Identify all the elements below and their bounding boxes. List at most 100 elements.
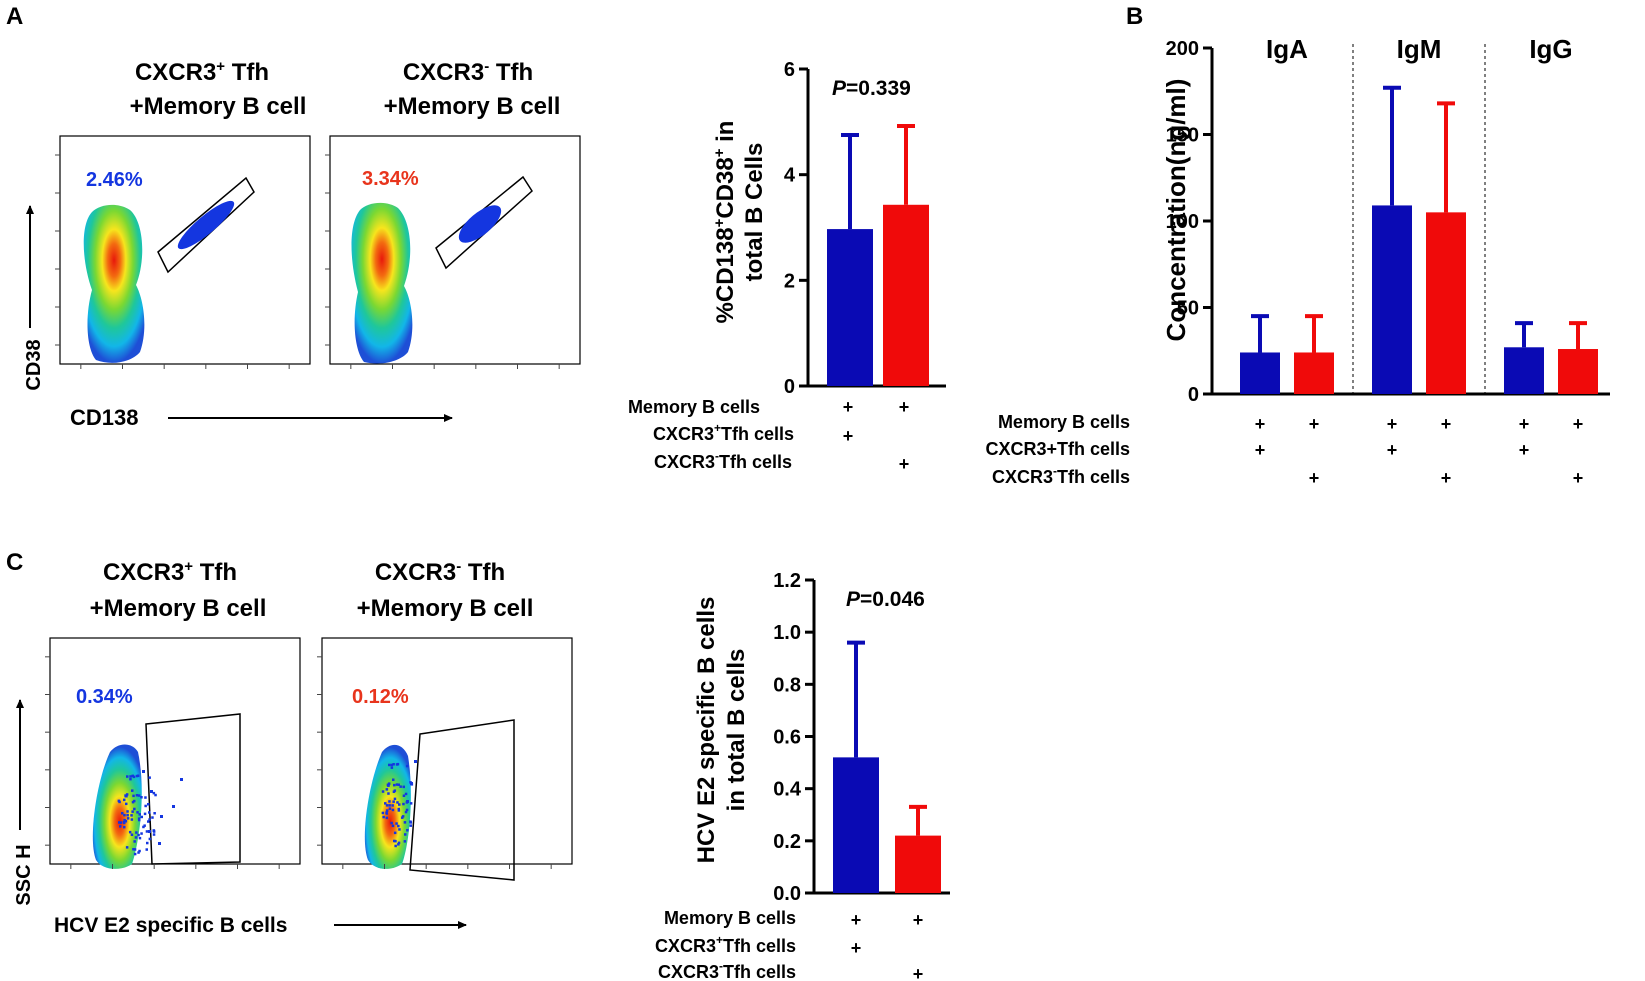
panel-a-cond-row2-prefix: CXCR3 [653,424,714,444]
panel-c-plot1-event-40 [133,807,136,811]
panel-a-ylabel-sup2: + [711,148,728,157]
panel-c-plus-r1c1: + [851,910,862,930]
panel-a-plot2-title-suffix: Tfh [489,59,533,86]
panel-c-plot2-event-19 [404,833,407,836]
panel-c-letter: C [6,549,23,576]
panel-a-cond-row2: CXCR3+Tfh cells [653,421,794,444]
panel-c-plot1-event-36 [133,848,137,851]
panel-c-plot2-outlier-1 [410,782,413,785]
panel-c-plot1-event-34 [135,831,138,834]
panel-c-plot2-event-44 [394,844,397,848]
panel-b-plus-iga-r1c1: + [1255,414,1266,434]
panel-a-ylabel-mid: CD38 [712,157,739,218]
panel-c-plot1-event-77 [151,816,154,819]
panel-c-plot2-event-26 [401,816,404,819]
panel-c-plot2-event-51 [402,785,405,789]
panel-c-bar-1 [833,757,879,893]
panel-c-plot2-event-21 [409,821,412,824]
panel-b-plus-iga-r3c2: + [1309,468,1320,488]
panel-b-group-label-igg: IgG [1529,34,1572,64]
panel-a-chart-ytick-label-3: 6 [784,59,795,81]
panel-c-plot1-event-14 [123,825,126,829]
panel-c-plot1-event-24 [125,793,129,796]
panel-b-plus-igg-r3c2: + [1573,468,1584,488]
panel-a-y-axis-label: CD38 [23,339,45,390]
panel-c-plot1-event-12 [145,830,149,833]
panel-b-plus-iga-r2c1: + [1255,440,1266,460]
panel-c-flow-plot-2-gate [409,719,515,881]
panel-c-plot1-event-60 [131,810,134,813]
panel-c-plot2-event-32 [382,815,385,819]
panel-c-cond-row3-sup: - [719,959,723,973]
panel-c-chart-ytick-label-2: 0.4 [773,779,802,801]
panel-c-plot2-event-37 [405,764,409,768]
panel-c-plot1-event-23 [126,813,129,817]
panel-c-plot1-event-62 [147,820,150,823]
panel-c-plot1-outlier-0 [150,790,153,793]
panel-c-plot2-event-29 [390,766,394,769]
panel-c-plot1-event-16 [145,848,148,851]
panel-a-p-annotation: P=0.339 [832,77,911,100]
panel-b-bar-chart: 0 50 100 150 200 IgA IgM IgG [1166,34,1610,406]
panel-b-chart-ytick-label-3: 150 [1166,125,1199,147]
panel-c-plot1-event-13 [144,804,147,808]
panel-c-plot2-event-16 [403,840,407,843]
panel-c-plot2-event-35 [395,783,399,786]
panel-c-plot2-event-31 [385,812,389,815]
panel-a-cond-row3-sup: - [715,449,719,463]
panel-c-plot2-event-8 [393,783,396,787]
panel-c-flow-plot-2-population [364,744,411,869]
panel-c-plot1-event-17 [126,817,130,820]
panel-b-plus-igm-r1c2: + [1441,414,1452,434]
panel-c-plot2-event-42 [398,828,401,831]
panel-c-plot1-event-15 [131,789,134,792]
panel-c-plot1-event-10 [138,818,141,822]
panel-c-plot1-event-78 [124,820,128,823]
panel-c-plot2-event-55 [397,841,401,845]
panel-b-plus-igm-r3c2: + [1441,468,1452,488]
panel-a-cond-row3-suffix: Tfh cells [719,452,792,472]
panel-a-flow-plot-2-gated-cells [458,205,502,243]
panel-c-plot2-event-53 [392,763,395,766]
panel-a-flow-plot-1: 2.46% [59,135,311,365]
panel-b-plus-igm-r1c1: + [1387,414,1398,434]
panel-a-plus-r2c1: + [843,426,854,446]
panel-a-flow-ticks [55,154,560,369]
panel-c-plot2-event-47 [409,824,412,827]
panel-a-plot2-title: CXCR3- Tfh [403,58,533,86]
panel-c-plot1-event-64 [137,794,141,797]
panel-b-chart-ytick-label-0: 0 [1188,384,1199,406]
panel-c-plot2-title: CXCR3- Tfh [375,558,505,586]
panel-c-cond-row3-prefix: CXCR3 [658,962,719,981]
panel-c-plot1-event-27 [130,814,133,817]
panel-b-chart-ylabel: Concentration(ng/ml) [1161,79,1191,342]
panel-c-flow-ticks [45,656,552,869]
panel-a-chart-ytick-label-0: 0 [784,376,795,398]
panel-c-cond-row2: CXCR3+Tfh cells [655,933,796,956]
panel-c-flow-plot-1-events [117,770,183,856]
panel-c-plot1-event-71 [125,846,129,849]
panel-c-plot1-event-42 [138,836,142,840]
panel-c-plot1-event-49 [124,794,127,797]
panel-a-plot2-title-line2: +Memory B cell [384,93,561,120]
panel-a-chart-ytick-label-1: 2 [784,270,795,292]
panel-c-chart-ytick-label-6: 1.2 [773,570,801,592]
panel-c-plot2-event-69 [409,802,413,805]
panel-c-plot2-title-line2: +Memory B cell [357,595,534,622]
panel-c-plot2-event-52 [402,802,405,806]
panel-c-plot2-event-60 [392,800,395,803]
panel-b-plus-igg-r2c1: + [1519,440,1530,460]
panel-c-plot1-event-26 [142,825,145,829]
panel-c-plot2-event-10 [397,809,401,812]
panel-c-plot2-event-1 [401,815,405,818]
panel-c-plot1-event-76 [140,832,143,835]
panel-c-plot1-event-18 [125,802,128,806]
panel-c-plot2-event-34 [395,822,398,825]
panel-c-plot2-event-15 [392,778,395,781]
panel-c-plot2-event-14 [385,816,389,820]
panel-c-plot2-title-prefix: CXCR3 [375,559,456,586]
panel-c-plot2-title-sup: - [456,558,461,575]
panel-a-cond-row3: CXCR3-Tfh cells [654,449,792,472]
panel-c-plot2-event-23 [388,804,391,807]
